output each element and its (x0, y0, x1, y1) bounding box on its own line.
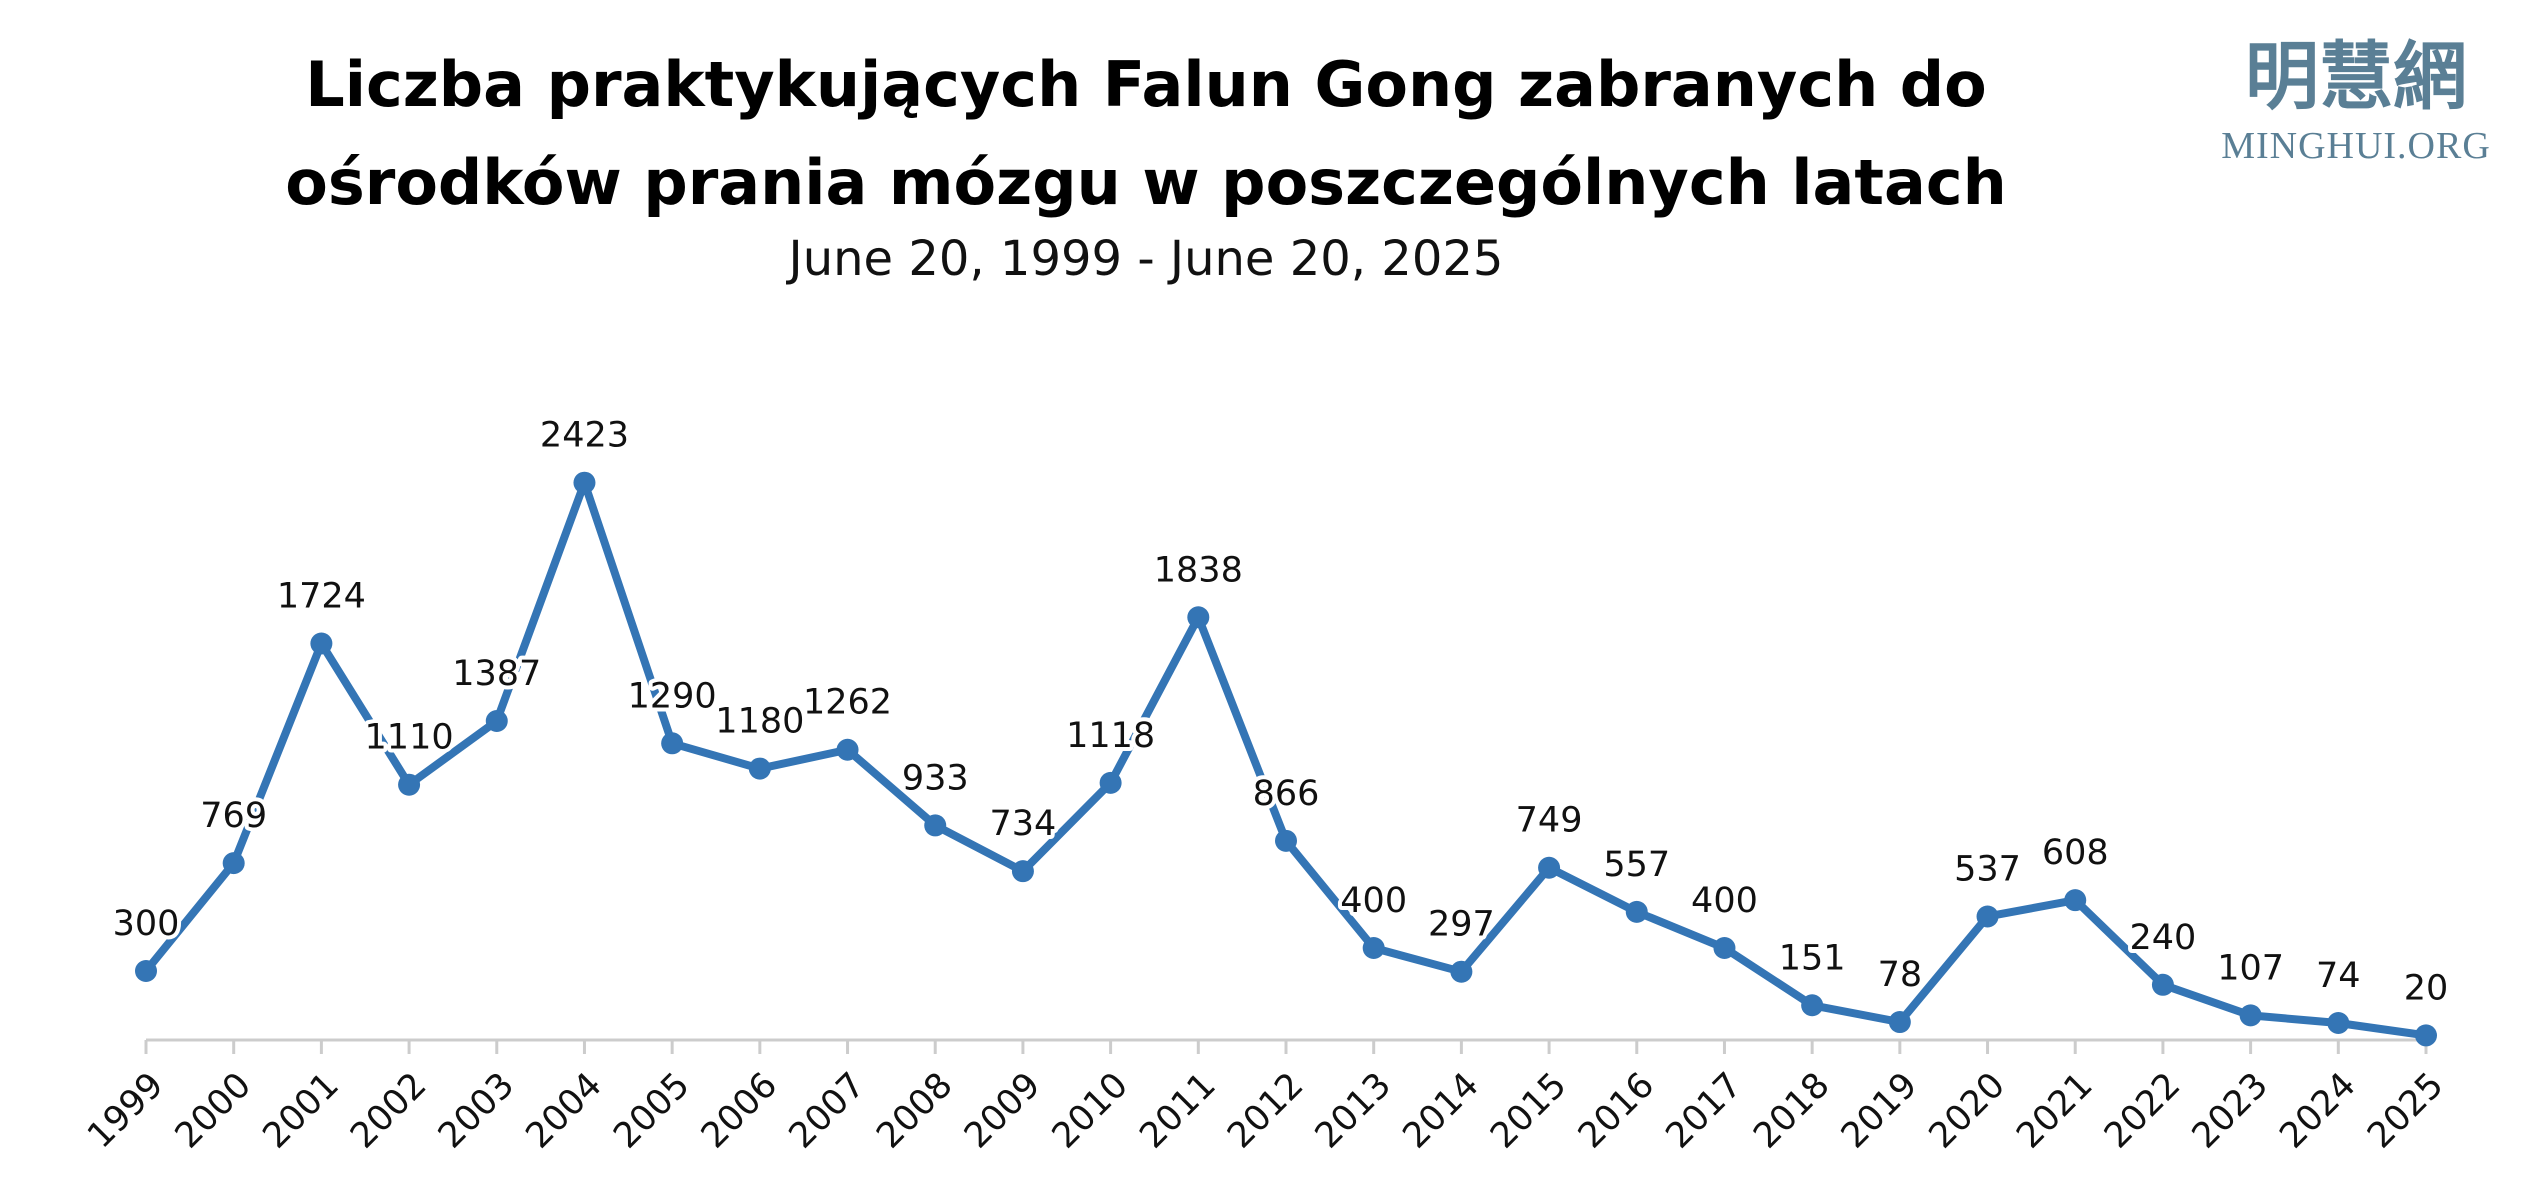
data-label: 151 (1779, 938, 1846, 978)
data-point (2151, 973, 2174, 996)
x-tick-label: 2013 (1308, 1065, 1399, 1156)
data-label: 2423 (540, 416, 629, 456)
x-tick-label: 2019 (1834, 1065, 1925, 1156)
data-point (1011, 860, 1034, 883)
data-point (2064, 889, 2087, 912)
data-label: 400 (1340, 881, 1407, 921)
data-point (1713, 937, 1736, 959)
data-point (2415, 1024, 2437, 1047)
data-point (398, 773, 421, 796)
x-tick-label: 2007 (782, 1065, 873, 1156)
x-tick-label: 2001 (256, 1065, 347, 1156)
x-tick-label: 2004 (519, 1065, 610, 1156)
data-label: 20 (2404, 968, 2449, 1008)
data-point (222, 852, 245, 875)
data-label: 1262 (803, 683, 892, 723)
data-point (924, 814, 947, 837)
x-tick-label: 2016 (1571, 1065, 1662, 1156)
data-point (1976, 905, 1999, 928)
data-label: 107 (2217, 948, 2284, 988)
data-point (1187, 606, 1210, 629)
chart-subtitle: June 20, 1999 - June 20, 2025 (786, 231, 1504, 287)
data-label: 1838 (1154, 550, 1243, 590)
x-tick-label: 2024 (2272, 1065, 2363, 1156)
x-tick-label: 1999 (80, 1065, 171, 1156)
x-tick-label: 2015 (1483, 1065, 1574, 1156)
data-label: 537 (1954, 849, 2021, 889)
data-label: 1290 (628, 676, 717, 716)
x-tick-label: 2012 (1220, 1065, 1311, 1156)
x-tick-label: 2023 (2185, 1065, 2276, 1156)
data-label: 400 (1691, 881, 1758, 921)
data-point (135, 960, 157, 982)
data-label: 608 (2042, 833, 2109, 873)
data-label: 933 (902, 758, 969, 798)
data-label: 1118 (1066, 716, 1155, 756)
data-label: 240 (2130, 918, 2197, 958)
data-point (1275, 829, 1297, 852)
data-point (310, 632, 333, 655)
data-label: 78 (1878, 955, 1923, 995)
x-tick-label: 2017 (1659, 1065, 1750, 1156)
data-point (1888, 1011, 1911, 1034)
data-label: 769 (200, 796, 267, 836)
data-label: 866 (1253, 774, 1320, 814)
data-point (1625, 900, 1648, 923)
x-tick-label: 2003 (431, 1065, 522, 1156)
data-point (836, 738, 859, 761)
x-tick-label: 2025 (2360, 1065, 2451, 1156)
data-point (1801, 994, 1824, 1017)
data-point (2327, 1011, 2350, 1034)
x-tick-label: 2022 (2097, 1065, 2188, 1156)
x-tick-label: 2009 (957, 1065, 1048, 1156)
x-tick-label: 2014 (1396, 1065, 1487, 1156)
x-tick-label: 2020 (1922, 1065, 2013, 1156)
data-point (573, 471, 596, 494)
data-label: 1387 (452, 654, 541, 694)
x-tick-label: 2008 (869, 1065, 960, 1156)
logo-chinese: 明慧網 (2245, 34, 2467, 120)
x-tick-label: 2021 (2009, 1065, 2100, 1156)
data-point (485, 709, 508, 732)
logo-latin: MINGHUI.ORG (2221, 125, 2491, 167)
x-tick-label: 2018 (1746, 1065, 1837, 1156)
data-label: 557 (1603, 845, 1670, 885)
data-label: 734 (990, 804, 1057, 844)
data-label: 1180 (715, 702, 804, 742)
x-tick-label: 2005 (606, 1065, 697, 1156)
data-point (1099, 771, 1122, 794)
data-line (142, 478, 2427, 1040)
x-tick-label: 2010 (1045, 1065, 1136, 1156)
data-label: 300 (113, 904, 180, 944)
data-label: 1724 (277, 576, 366, 616)
x-tick-label: 2011 (1132, 1065, 1223, 1156)
data-point (661, 732, 684, 755)
data-point (1450, 960, 1473, 983)
data-label: 74 (2316, 956, 2361, 996)
x-tick-label: 2006 (694, 1065, 785, 1156)
data-label: 297 (1428, 905, 1495, 945)
chart-title: Liczba praktykujących Falun Gong zabrany… (285, 48, 2007, 219)
data-point (1538, 856, 1561, 879)
data-point (1362, 937, 1385, 959)
x-tick-label: 2000 (168, 1065, 259, 1156)
data-label: 1110 (365, 718, 454, 758)
x-tick-label: 2002 (343, 1065, 434, 1156)
data-point (2239, 1004, 2262, 1027)
data-label: 749 (1516, 801, 1583, 841)
data-point (748, 757, 771, 780)
